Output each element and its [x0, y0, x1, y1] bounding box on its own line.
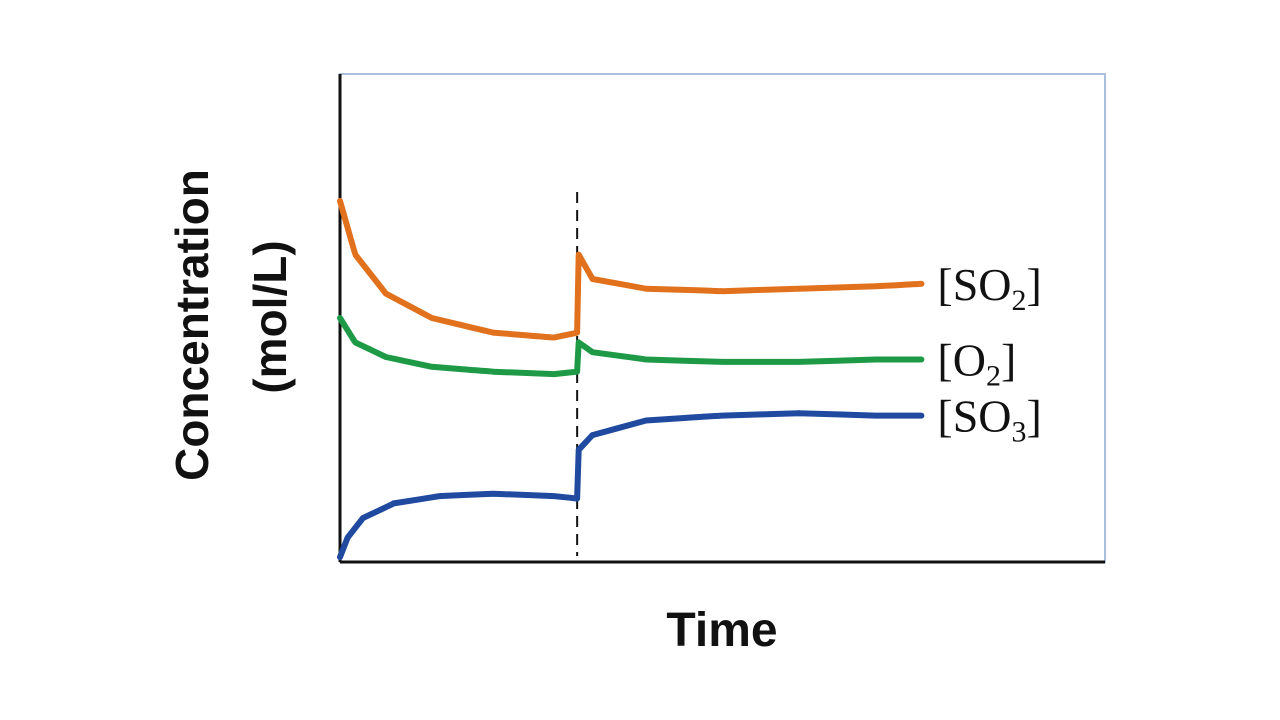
plot-frame: [339, 73, 1106, 563]
x-axis-title: Time: [666, 604, 777, 657]
legend: [SO2] [O2][SO3]: [937, 259, 1041, 449]
legend-label-o2: [O2]: [937, 335, 1016, 393]
y-axis-title-line-1: Concentration: [166, 169, 218, 481]
legend-label-so3: [SO3]: [937, 391, 1041, 449]
series-line-so2: [337, 197, 925, 341]
series-group: [337, 197, 925, 561]
y-axis-title-line-2: (mol/L): [244, 240, 296, 393]
series-line-so3: [337, 410, 925, 561]
series-line-o2: [337, 315, 925, 378]
legend-label-so2: [SO2]: [937, 259, 1041, 317]
